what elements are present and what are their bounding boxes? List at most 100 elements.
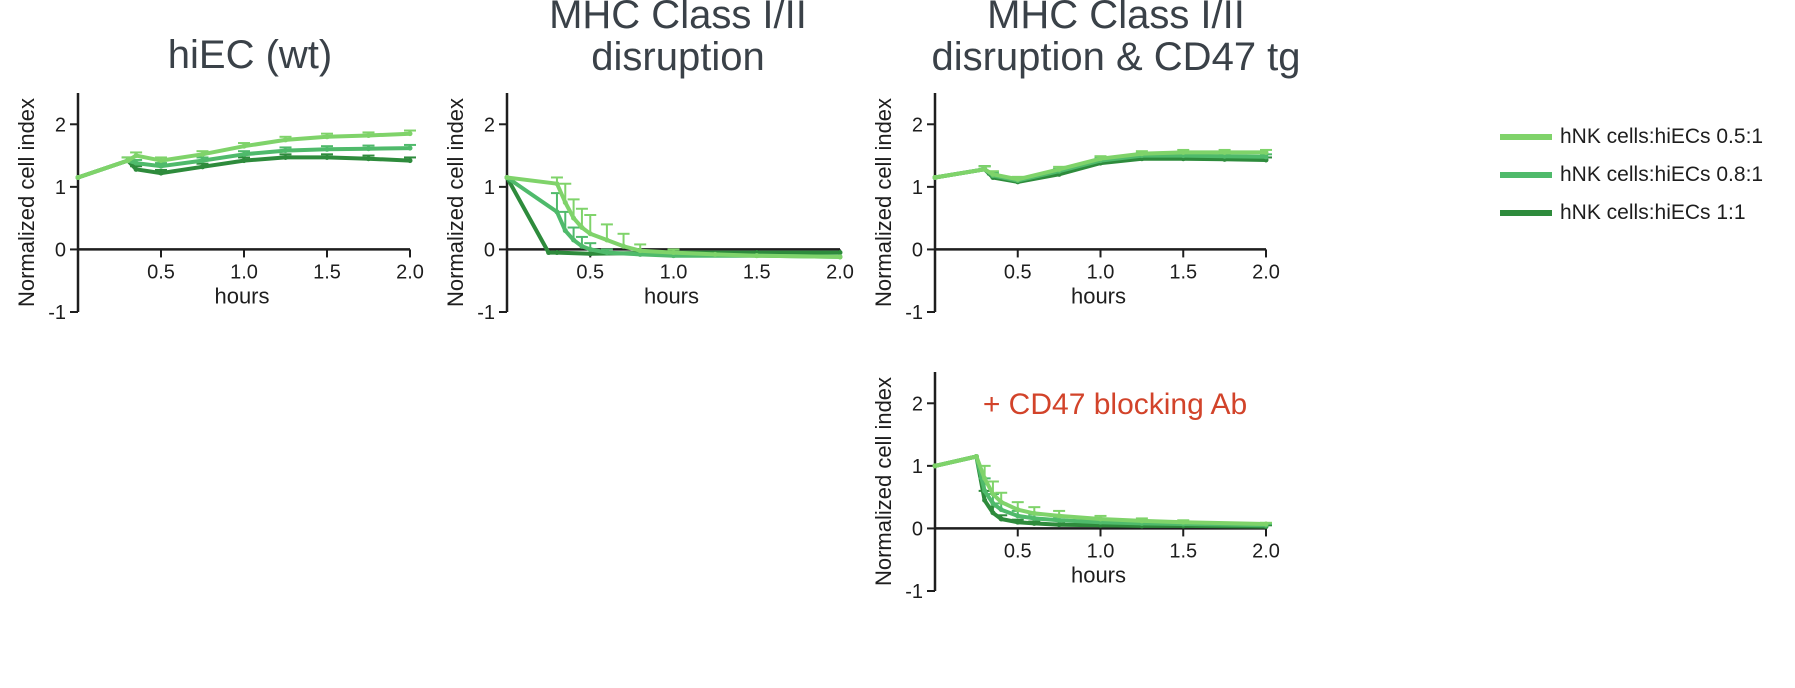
y-tick-label: 1: [55, 177, 66, 199]
data-point: [554, 181, 560, 187]
series-line: [934, 454, 1267, 528]
data-point: [407, 158, 413, 164]
data-point: [1263, 149, 1269, 155]
data-point: [200, 158, 205, 164]
data-point: [637, 248, 643, 254]
legend-item: hNK cells:hiECs 0.5:1: [1500, 118, 1763, 156]
data-point: [1056, 513, 1062, 519]
data-point: [571, 215, 577, 221]
legend: hNK cells:hiECs 0.5:1 hNK cells:hiECs 0.…: [1500, 118, 1763, 232]
data-point: [554, 209, 560, 215]
data-point: [133, 166, 139, 172]
data-point: [671, 250, 676, 256]
data-point: [554, 250, 560, 256]
data-point: [1098, 516, 1103, 522]
data-point: [982, 475, 988, 481]
data-point: [1031, 515, 1037, 521]
data-point: [579, 225, 585, 231]
data-point: [1139, 518, 1145, 524]
y-tick-label: -1: [905, 302, 923, 324]
data-point: [1056, 517, 1062, 523]
data-point: [546, 250, 552, 256]
data-point: [982, 166, 988, 172]
y-tick-label: 0: [912, 239, 923, 261]
legend-label: hNK cells:hiECs 0.8:1: [1560, 163, 1764, 186]
data-point: [754, 253, 760, 259]
panel-title-line: disruption: [591, 35, 765, 79]
panel-title-line: MHC Class I/II: [987, 0, 1245, 37]
data-point: [1139, 151, 1145, 157]
data-point: [283, 137, 288, 143]
data-point: [982, 497, 988, 503]
data-point: [571, 237, 577, 243]
x-tick-label: 2.0: [1252, 540, 1280, 562]
data-point: [324, 154, 330, 160]
x-axis-label: hours: [1071, 562, 1126, 587]
x-tick-label: 0.5: [1004, 540, 1032, 562]
data-point: [990, 510, 996, 516]
series-line: [77, 131, 411, 180]
y-tick-label: 0: [484, 239, 495, 261]
panel-title-hiec-wt: hiEC (wt): [167, 33, 333, 77]
x-tick-label: 1.0: [230, 261, 258, 283]
data-point: [587, 246, 593, 252]
data-point: [990, 491, 996, 497]
data-point: [982, 488, 988, 494]
data-point: [407, 145, 413, 151]
series-line: [77, 146, 411, 180]
data-point: [1180, 149, 1186, 155]
data-point: [990, 500, 996, 506]
data-point: [990, 171, 996, 177]
x-tick-label: 1.5: [313, 261, 341, 283]
data-point: [837, 254, 843, 260]
data-point: [1180, 519, 1186, 525]
data-point: [1098, 156, 1103, 162]
data-point: [1015, 513, 1021, 519]
x-axis-label: hours: [1071, 283, 1126, 308]
y-tick-label: 1: [912, 177, 923, 199]
data-point: [504, 174, 510, 180]
legend-label: hNK cells:hiECs 1:1: [1560, 201, 1746, 224]
x-axis-label: hours: [644, 283, 699, 308]
data-point: [973, 453, 979, 459]
data-point: [133, 153, 139, 159]
data-point: [283, 148, 288, 154]
data-point: [200, 164, 205, 170]
data-point: [1031, 510, 1037, 516]
panel-title-line: MHC Class I/II: [549, 0, 807, 37]
data-point: [998, 507, 1004, 513]
x-tick-label: 0.5: [147, 261, 175, 283]
x-tick-label: 2.0: [826, 261, 854, 283]
panel-title-mhc-disruption: MHC Class I/II disruption: [468, 0, 888, 78]
y-tick-label: -1: [905, 581, 923, 603]
y-tick-label: 2: [912, 393, 923, 415]
x-tick-label: 2.0: [396, 261, 424, 283]
x-tick-label: 1.0: [660, 261, 688, 283]
y-axis-label: Normalized cell index: [443, 98, 468, 307]
x-tick-label: 1.0: [1087, 540, 1115, 562]
data-point: [241, 143, 247, 149]
data-point: [932, 463, 938, 469]
y-tick-label: -1: [477, 302, 495, 324]
y-tick-label: 2: [55, 114, 66, 136]
data-point: [998, 516, 1004, 522]
x-tick-label: 1.5: [743, 261, 771, 283]
x-axis-label: hours: [214, 283, 269, 308]
x-tick-label: 0.5: [576, 261, 604, 283]
y-axis-label: Normalized cell index: [14, 98, 39, 307]
data-point: [587, 231, 593, 237]
y-tick-label: -1: [48, 302, 66, 324]
data-point: [562, 228, 568, 234]
data-point: [125, 158, 131, 164]
panel-title-line: disruption & CD47 tg: [931, 35, 1301, 79]
y-axis-label: Normalized cell index: [871, 98, 896, 307]
y-tick-label: 2: [484, 114, 495, 136]
data-point: [158, 163, 164, 169]
data-point: [133, 160, 139, 166]
data-point: [407, 131, 413, 137]
legend-swatch: [1500, 134, 1552, 140]
data-point: [158, 158, 164, 164]
data-point: [366, 156, 371, 162]
y-tick-label: 0: [55, 239, 66, 261]
data-point: [712, 251, 718, 257]
